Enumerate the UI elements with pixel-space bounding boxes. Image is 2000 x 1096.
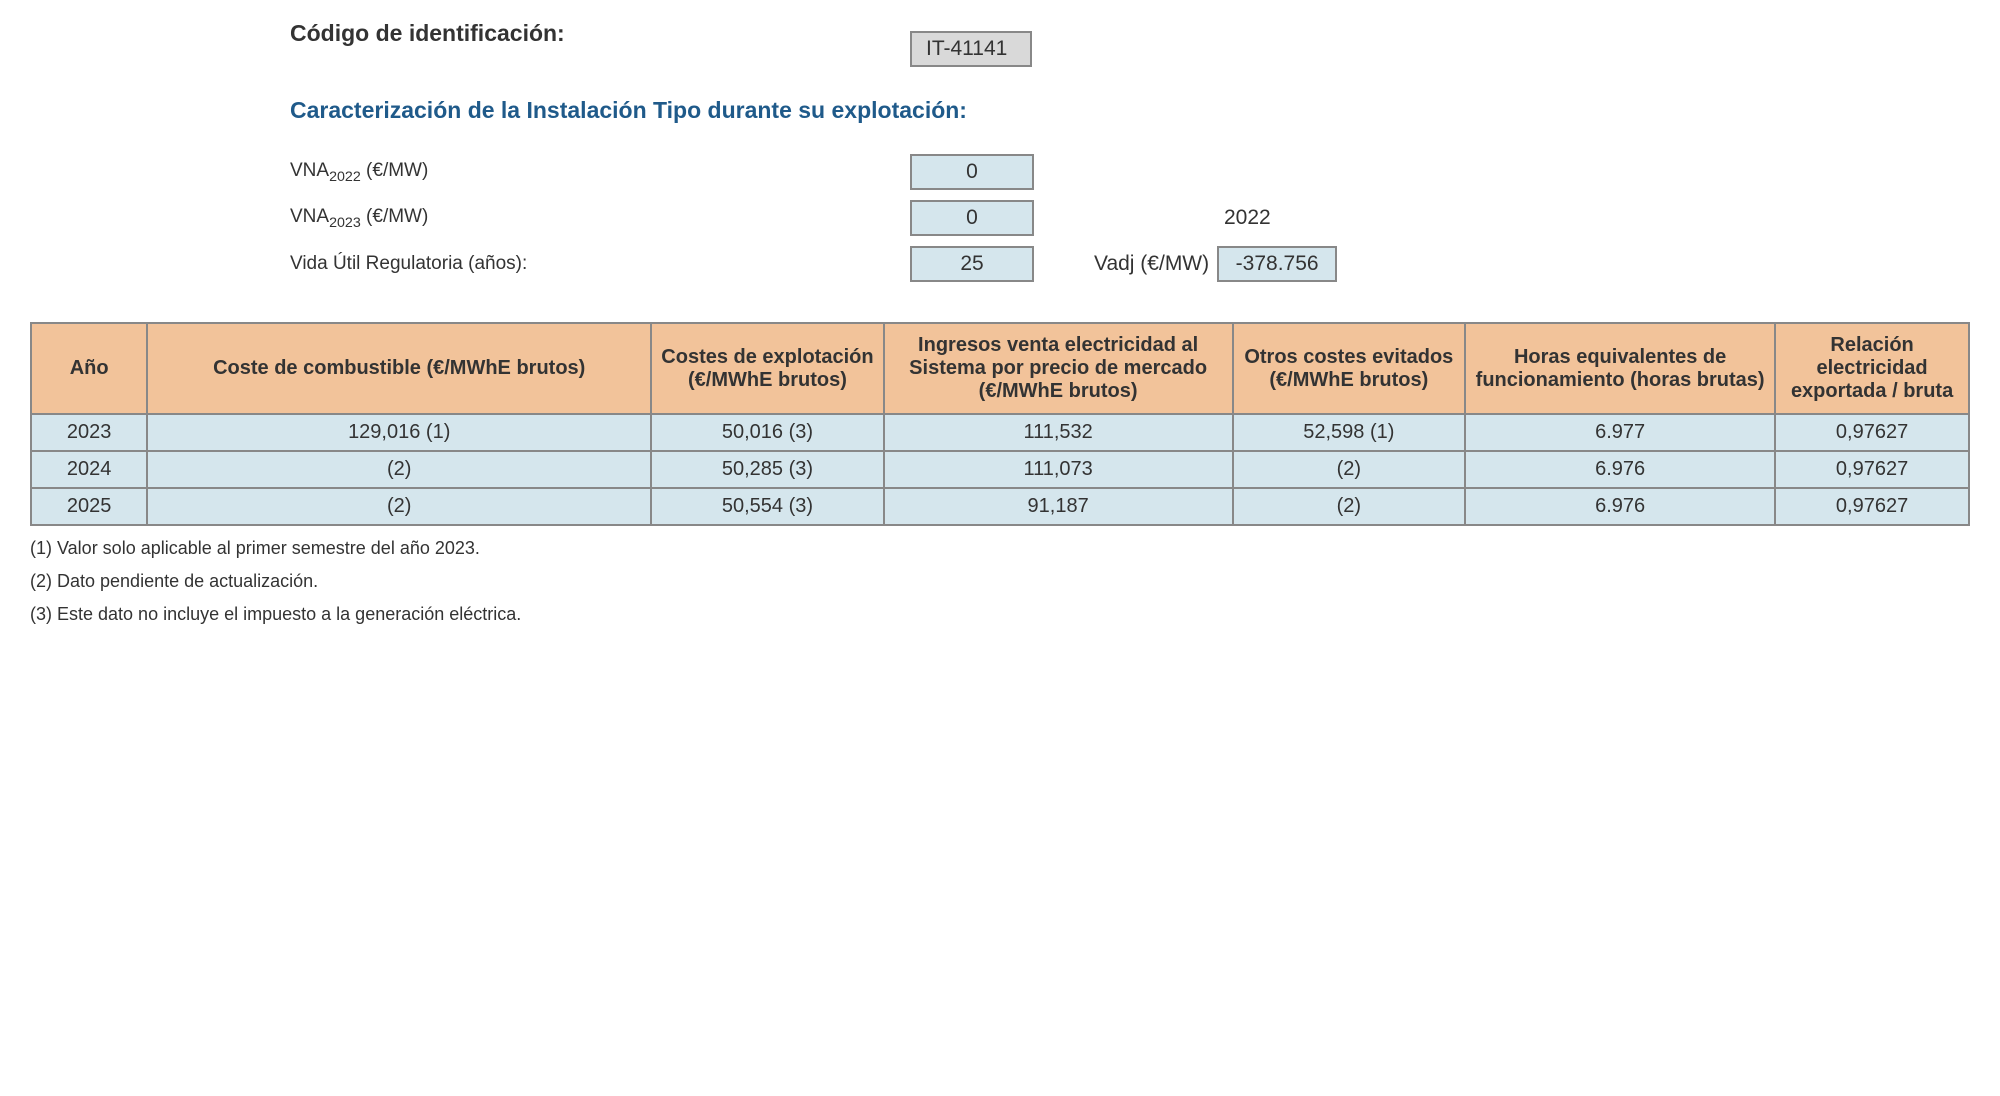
vna2022-label: VNA2022 (€/MW) [290,160,910,185]
codigo-row: Código de identificación: IT-41141 [290,20,1970,77]
table-col-4: Otros costes evitados (€/MWhE brutos) [1233,323,1466,414]
vna2022-row: VNA2022 (€/MW) 0 [290,154,1970,190]
table-cell: 91,187 [884,488,1233,525]
vna2022-value: 0 [910,154,1034,190]
vida-util-row: Vida Útil Regulatoria (años): 25 Vadj (€… [290,246,1970,282]
table-col-5: Horas equivalentes de funcionamiento (ho… [1465,323,1775,414]
table-col-6: Relación electricidad exportada / bruta [1775,323,1969,414]
footnote: (3) Este dato no incluye el impuesto a l… [30,604,1970,625]
codigo-value: IT-41141 [910,31,1032,67]
table-cell: 0,97627 [1775,414,1969,451]
table-cell: 129,016 (1) [147,414,651,451]
table-cell: 0,97627 [1775,451,1969,488]
table-cell: 111,073 [884,451,1233,488]
vna2023-row: VNA2023 (€/MW) 0 2022 [290,200,1970,236]
table-header-row: AñoCoste de combustible (€/MWhE brutos)C… [31,323,1969,414]
table-col-3: Ingresos venta electricidad al Sistema p… [884,323,1233,414]
table-cell: 111,532 [884,414,1233,451]
table-cell: 0,97627 [1775,488,1969,525]
table-cell: 6.976 [1465,451,1775,488]
table-cell: (2) [1233,451,1466,488]
table-col-0: Año [31,323,147,414]
table-cell: (2) [147,451,651,488]
vna2022-unit: (€/MW) [361,160,429,181]
table-cell: (2) [147,488,651,525]
vida-util-label: Vida Útil Regulatoria (años): [290,253,910,275]
header-section: Código de identificación: IT-41141 Carac… [290,20,1970,282]
footnote: (1) Valor solo aplicable al primer semes… [30,538,1970,559]
vna2023-value: 0 [910,200,1034,236]
table-row: 2024(2)50,285 (3)111,073(2)6.9760,97627 [31,451,1969,488]
footnotes: (1) Valor solo aplicable al primer semes… [30,538,1970,625]
footnote: (2) Dato pendiente de actualización. [30,571,1970,592]
table-cell: 2025 [31,488,147,525]
table-head: AñoCoste de combustible (€/MWhE brutos)C… [31,323,1969,414]
table-cell: 50,016 (3) [651,414,884,451]
table-cell: 2024 [31,451,147,488]
vna2023-unit: (€/MW) [361,206,429,227]
vida-util-value: 25 [910,246,1034,282]
vna2023-label: VNA2023 (€/MW) [290,206,910,231]
main-table: AñoCoste de combustible (€/MWhE brutos)C… [30,322,1970,526]
vna2022-prefix: VNA [290,160,329,181]
table-col-1: Coste de combustible (€/MWhE brutos) [147,323,651,414]
table-cell: (2) [1233,488,1466,525]
table-row: 2023129,016 (1)50,016 (3)111,53252,598 (… [31,414,1969,451]
vadj-value: -378.756 [1217,246,1337,282]
table-body: 2023129,016 (1)50,016 (3)111,53252,598 (… [31,414,1969,525]
vna2023-sub: 2023 [329,214,361,230]
year-right: 2022 [1224,206,1271,230]
table-row: 2025(2)50,554 (3)91,187(2)6.9760,97627 [31,488,1969,525]
vna2022-sub: 2022 [329,168,361,184]
table-cell: 6.976 [1465,488,1775,525]
vadj-wrap: Vadj (€/MW) -378.756 [1094,246,1337,282]
table-col-2: Costes de explotación (€/MWhE brutos) [651,323,884,414]
vadj-label: Vadj (€/MW) [1094,252,1209,276]
table-cell: 50,554 (3) [651,488,884,525]
codigo-label: Código de identificación: [290,20,910,47]
table-cell: 2023 [31,414,147,451]
table-cell: 6.977 [1465,414,1775,451]
vna2023-prefix: VNA [290,206,329,227]
table-cell: 50,285 (3) [651,451,884,488]
table-cell: 52,598 (1) [1233,414,1466,451]
caracterizacion-title: Caracterización de la Instalación Tipo d… [290,97,1970,124]
